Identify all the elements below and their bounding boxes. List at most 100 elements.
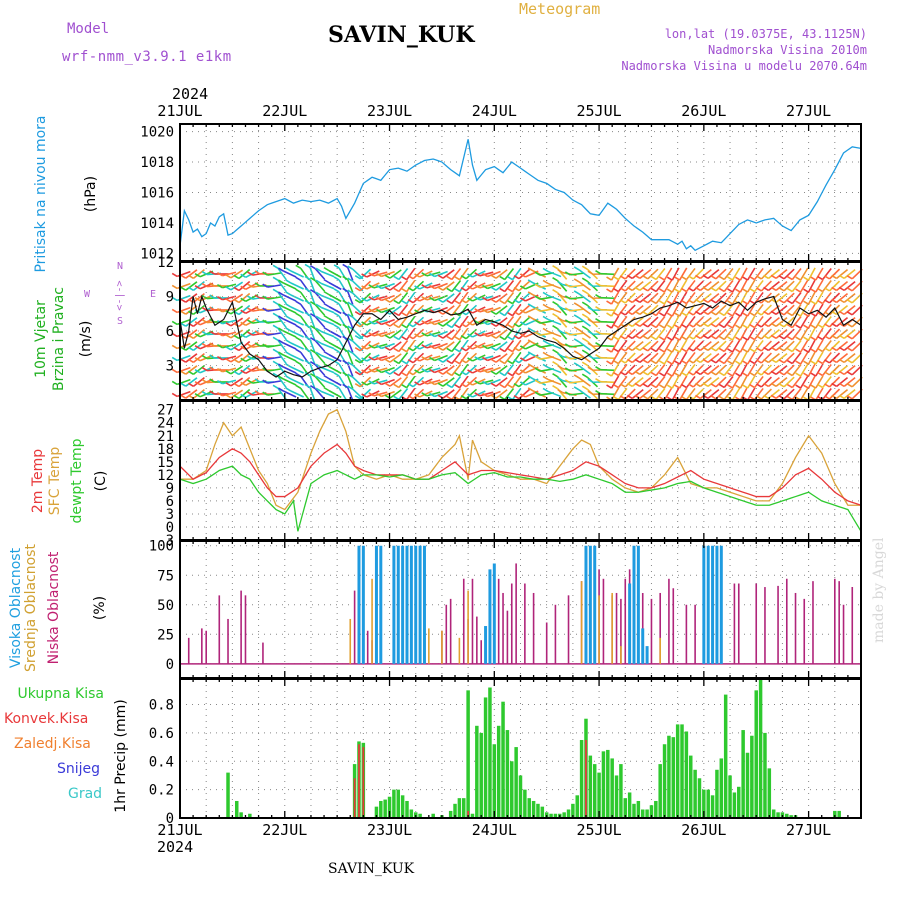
wind-barb (778, 371, 785, 376)
wind-arrow (406, 315, 416, 329)
wind-arrow (328, 377, 342, 387)
wind-arrow (346, 315, 354, 329)
wind-arrow (631, 280, 644, 292)
wind-barb (262, 307, 269, 312)
wind-arrow (692, 280, 704, 292)
wind-arrow (692, 292, 704, 304)
wind-barb (795, 324, 802, 329)
wind-arrow (518, 364, 531, 376)
wind-arrow (495, 353, 508, 363)
total-precip-bar (710, 795, 715, 818)
wind-barb (272, 324, 279, 330)
wind-arrow (617, 267, 628, 281)
wind-arrow (465, 352, 478, 364)
wind-barb (454, 359, 461, 365)
wind-arrow (320, 294, 335, 302)
wind-barb (838, 382, 845, 388)
wind-barb (225, 322, 232, 327)
wind-arrow (570, 308, 585, 312)
wind-barb (376, 320, 382, 326)
wind-barb (735, 348, 741, 353)
wind-arrow (739, 303, 748, 317)
wind-arrow (381, 390, 395, 398)
wind-barb (474, 332, 481, 337)
total-precip-bar (776, 812, 780, 818)
wind-arrow (222, 271, 237, 277)
wind-arrow (822, 279, 832, 293)
wind-arrow (283, 282, 297, 290)
wind-arrow (610, 339, 620, 353)
wind-arrow (426, 355, 441, 361)
wind-barb (482, 296, 488, 302)
wind-arrow (472, 378, 486, 386)
wind-barb (770, 346, 777, 352)
wind-arrow (783, 340, 795, 352)
wind-arrow (346, 387, 354, 401)
wind-arrow (442, 305, 455, 315)
wind-arrow (419, 378, 433, 386)
wind-barb (735, 312, 741, 317)
wind-arrow (647, 340, 659, 352)
wind-arrow (678, 303, 688, 317)
wind-barb (490, 298, 497, 303)
wind-barb (347, 373, 354, 378)
wind-barb (659, 384, 665, 389)
wind-barb (285, 291, 292, 296)
wind-arrow (671, 327, 680, 341)
wind-arrow (267, 332, 282, 336)
wind-arrow (511, 303, 522, 317)
wind-arrow (822, 375, 832, 389)
wind-barb (437, 274, 444, 279)
wind-barb (527, 387, 534, 392)
wind-barb (285, 387, 292, 392)
total-precip-bar (658, 764, 662, 818)
total-precip-bar (789, 815, 793, 818)
wind-barb (595, 341, 601, 347)
wind-arrow (230, 353, 244, 363)
wind-arrow (504, 388, 515, 400)
wind-barb (666, 312, 673, 317)
wind-arrow (739, 291, 748, 305)
wind-arrow (723, 268, 734, 280)
wind-arrow (570, 272, 585, 276)
wind-barb (171, 344, 178, 350)
total-precip-bar (501, 701, 505, 818)
wind-barb (666, 348, 673, 353)
wind-arrow (707, 365, 720, 375)
wind-arrow (458, 303, 469, 317)
wind-barb (564, 319, 571, 324)
wind-barb (626, 346, 633, 352)
wind-barb (749, 311, 755, 317)
total-precip-bar (750, 735, 754, 818)
wind-barb (770, 322, 777, 328)
wind-barb (557, 364, 564, 370)
wind-arrow (479, 271, 494, 277)
wind-arrow (807, 351, 816, 365)
wind-barb (437, 298, 444, 303)
wind-barb (595, 389, 601, 395)
wind-barb (247, 283, 253, 288)
wind-arrow (366, 390, 380, 398)
wind-arrow (783, 376, 795, 388)
wind-barb (718, 371, 725, 377)
wind-arrow (747, 387, 756, 401)
wind-barb (209, 270, 216, 275)
wind-arrow (465, 364, 478, 376)
total-precip-bar (492, 744, 497, 818)
wind-barb (613, 275, 619, 281)
wind-arrow (472, 306, 486, 314)
wind-arrow (731, 267, 741, 281)
wind-barb (795, 300, 802, 305)
wind-barb (681, 323, 687, 329)
wind-barb (323, 302, 330, 308)
wind-arrow (426, 367, 441, 373)
wind-barb (520, 309, 526, 314)
wind-barb (527, 267, 534, 272)
wind-arrow (715, 268, 727, 280)
wind-barb (368, 368, 375, 373)
wind-barb (171, 356, 178, 362)
wind-arrow (419, 366, 433, 374)
wind-barb (309, 301, 316, 306)
wind-barb (817, 335, 824, 341)
wind-arrow (783, 292, 795, 304)
